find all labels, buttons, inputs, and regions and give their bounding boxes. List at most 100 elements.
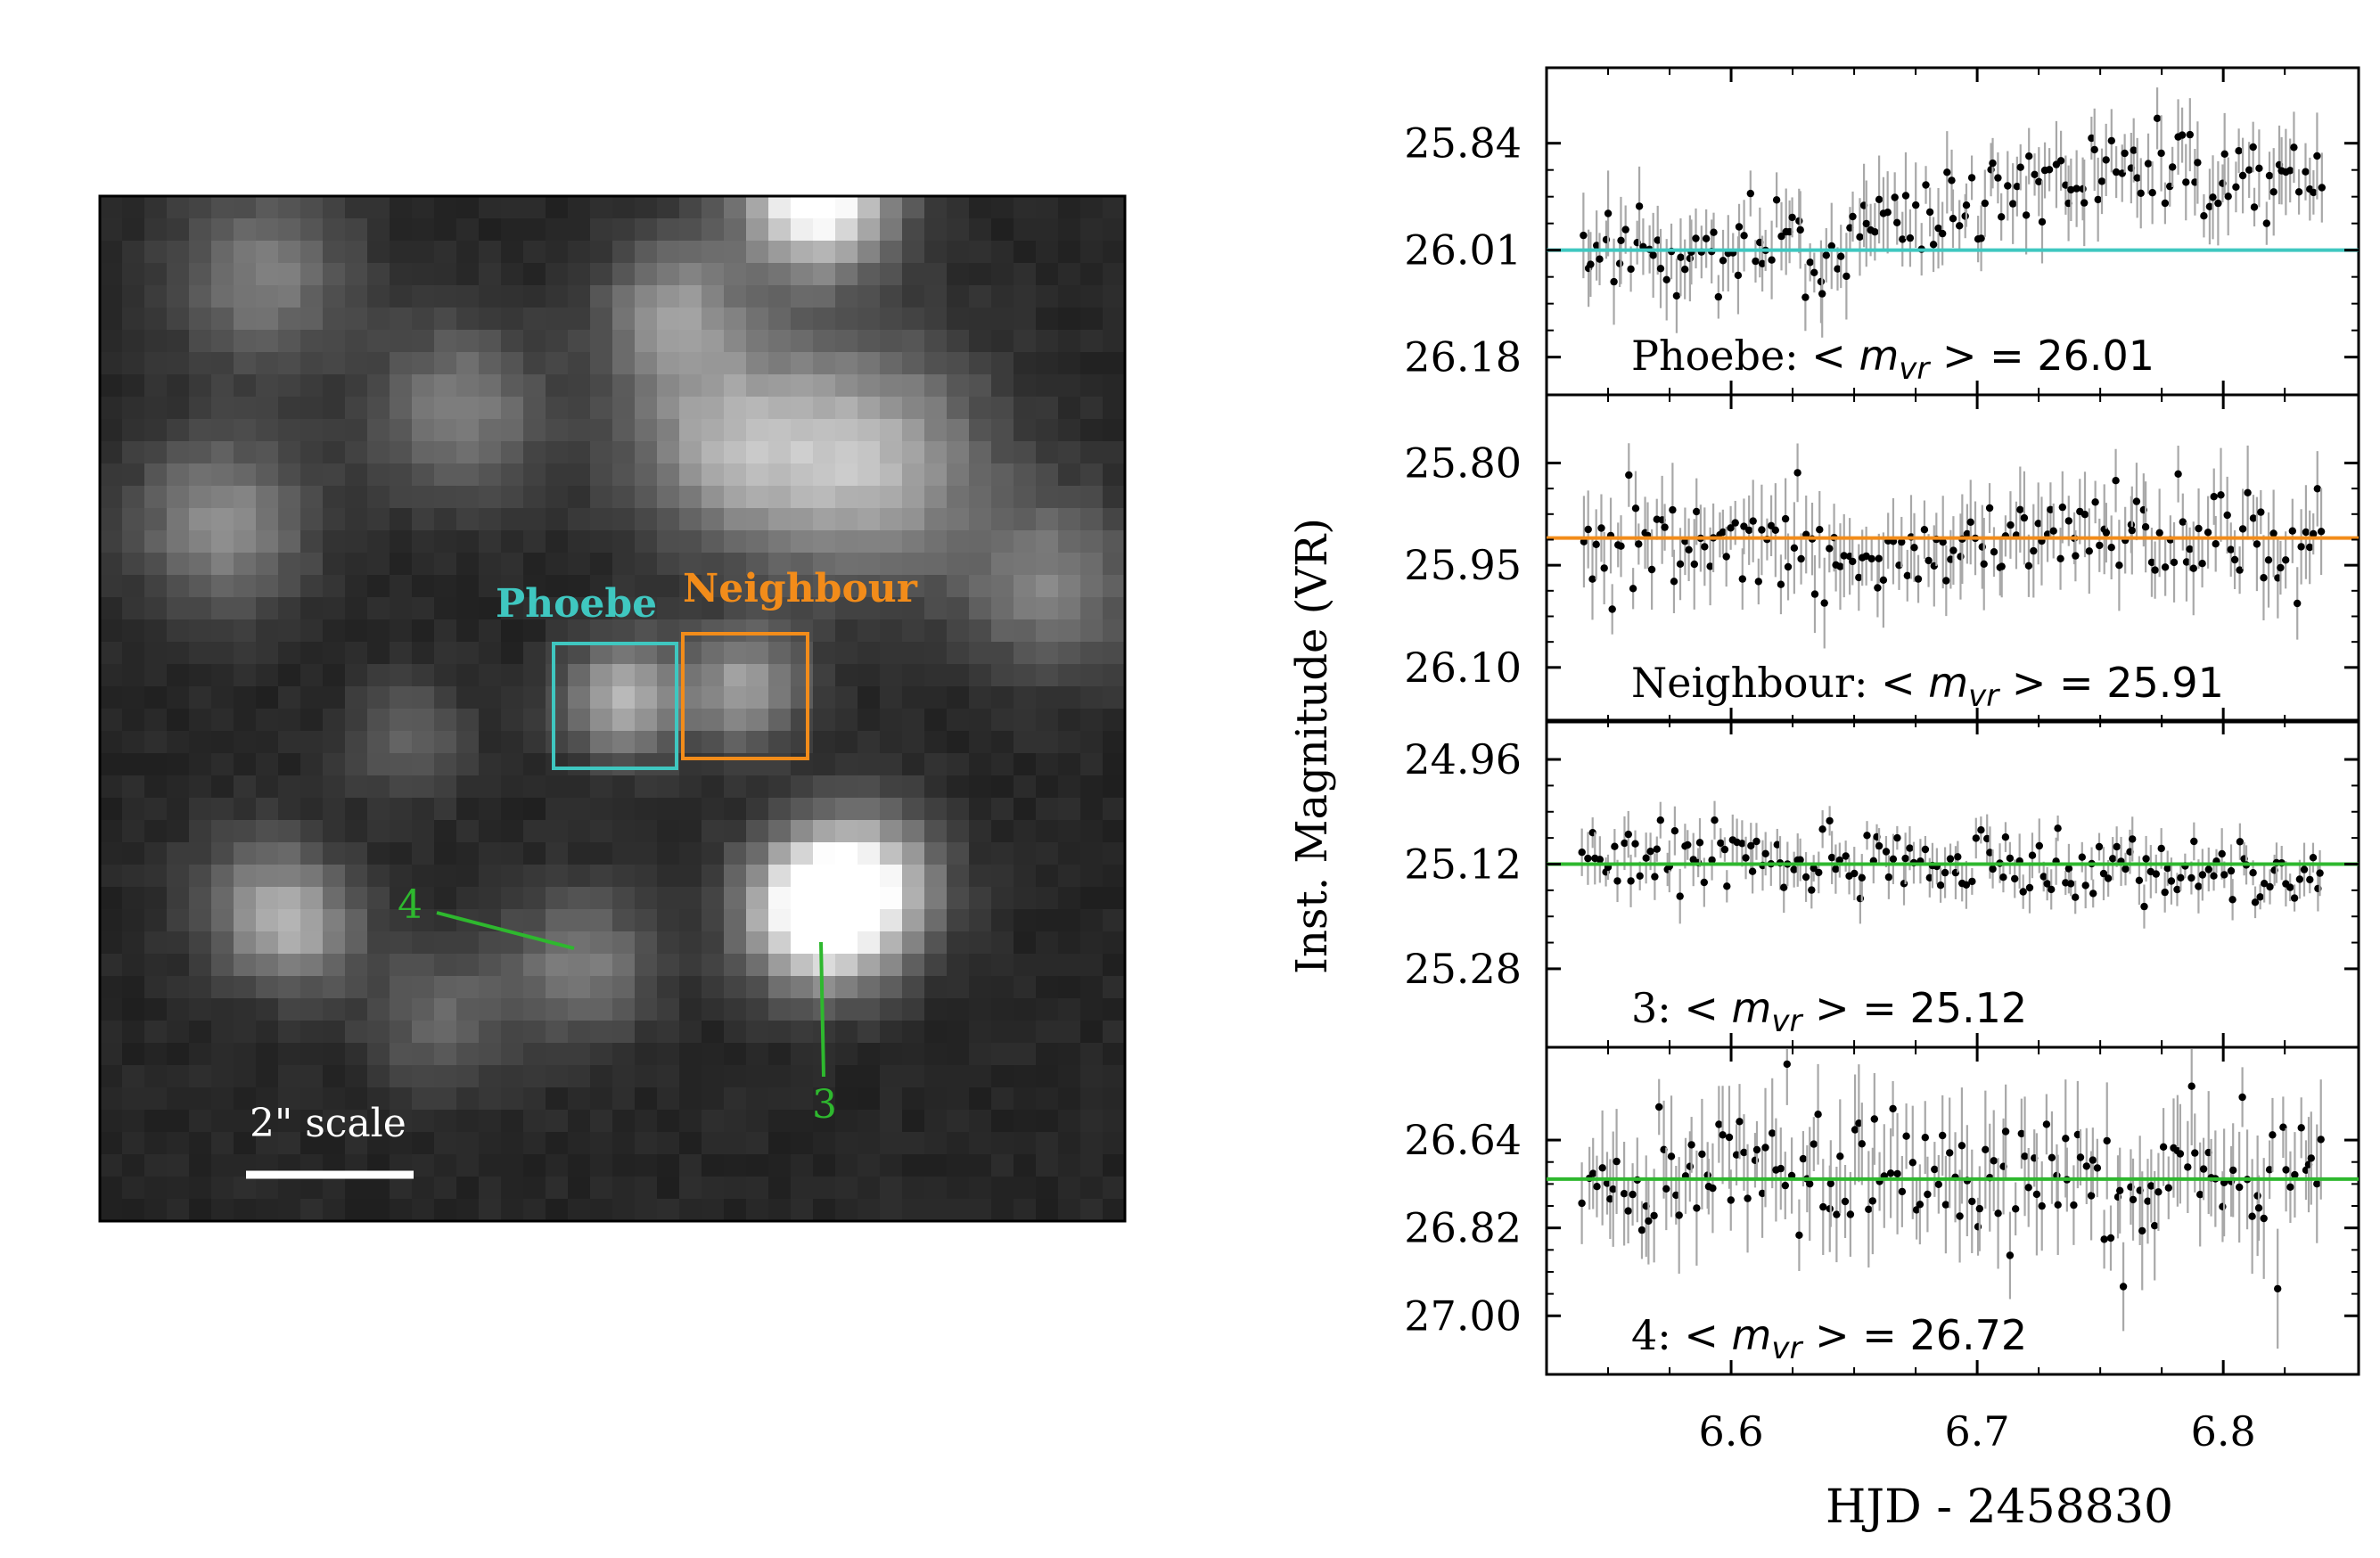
data-point bbox=[1677, 253, 1685, 261]
image-pixel bbox=[858, 1065, 881, 1088]
image-pixel bbox=[278, 998, 301, 1021]
data-point bbox=[2265, 171, 2274, 180]
image-pixel bbox=[323, 397, 346, 420]
data-point bbox=[2129, 835, 2137, 843]
image-pixel bbox=[635, 463, 658, 487]
image-pixel bbox=[546, 441, 569, 464]
image-pixel bbox=[991, 285, 1014, 308]
data-point bbox=[1758, 1189, 1767, 1198]
image-pixel bbox=[902, 397, 925, 420]
image-pixel bbox=[189, 820, 212, 843]
image-pixel bbox=[1014, 352, 1037, 375]
image-pixel bbox=[835, 842, 858, 865]
image-pixel bbox=[902, 463, 925, 487]
image-pixel bbox=[523, 842, 546, 865]
data-point bbox=[2248, 1212, 2256, 1220]
image-pixel bbox=[991, 1065, 1014, 1088]
image-pixel bbox=[412, 352, 435, 375]
data-point bbox=[1610, 277, 1618, 286]
data-point bbox=[1620, 1190, 1629, 1198]
image-pixel bbox=[189, 330, 212, 353]
image-pixel bbox=[991, 308, 1014, 331]
image-pixel bbox=[791, 1199, 814, 1222]
image-pixel bbox=[189, 352, 212, 375]
image-pixel bbox=[323, 909, 346, 932]
data-point bbox=[2147, 558, 2156, 567]
image-pixel bbox=[501, 330, 524, 353]
image-pixel bbox=[300, 887, 324, 910]
image-pixel bbox=[635, 709, 658, 732]
image-pixel bbox=[746, 196, 769, 219]
data-point bbox=[1700, 878, 1709, 887]
image-pixel bbox=[367, 263, 390, 286]
data-point bbox=[1948, 176, 1956, 184]
image-pixel bbox=[1058, 1043, 1081, 1066]
image-pixel bbox=[256, 330, 279, 353]
image-pixel bbox=[189, 1177, 212, 1200]
image-pixel bbox=[412, 976, 435, 999]
image-pixel bbox=[345, 998, 368, 1021]
annotation-subscript: vr bbox=[1771, 1004, 1803, 1039]
image-pixel bbox=[590, 575, 613, 598]
image-pixel bbox=[189, 441, 212, 464]
data-point bbox=[2062, 1135, 2070, 1143]
image-pixel bbox=[1080, 1154, 1104, 1177]
image-pixel bbox=[1058, 731, 1081, 754]
data-point bbox=[1814, 1111, 1822, 1119]
image-pixel bbox=[813, 486, 836, 509]
image-pixel bbox=[167, 553, 190, 576]
image-pixel bbox=[880, 976, 903, 999]
image-pixel bbox=[546, 352, 569, 375]
image-pixel bbox=[167, 374, 190, 398]
image-pixel bbox=[858, 308, 881, 331]
image-pixel bbox=[880, 887, 903, 910]
data-point bbox=[2249, 143, 2257, 152]
image-pixel bbox=[991, 218, 1014, 242]
data-point bbox=[2147, 1182, 2155, 1190]
image-pixel bbox=[924, 218, 948, 242]
data-point bbox=[1758, 526, 1766, 534]
image-pixel bbox=[323, 530, 346, 554]
image-pixel bbox=[746, 330, 769, 353]
data-point bbox=[1949, 215, 1957, 223]
image-pixel bbox=[546, 1087, 569, 1111]
data-point bbox=[2317, 1136, 2325, 1144]
image-pixel bbox=[612, 976, 636, 999]
image-pixel bbox=[590, 196, 613, 219]
image-pixel bbox=[100, 954, 123, 977]
image-pixel bbox=[278, 909, 301, 932]
image-pixel bbox=[345, 486, 368, 509]
image-pixel bbox=[412, 553, 435, 576]
image-pixel bbox=[501, 575, 524, 598]
image-pixel bbox=[1080, 218, 1104, 242]
data-point bbox=[1629, 1190, 1637, 1199]
image-pixel bbox=[969, 241, 992, 264]
image-pixel bbox=[211, 597, 234, 620]
image-pixel bbox=[791, 664, 814, 687]
image-pixel bbox=[122, 241, 145, 264]
image-pixel bbox=[122, 753, 145, 776]
image-pixel bbox=[479, 619, 502, 643]
image-pixel bbox=[813, 731, 836, 754]
image-pixel bbox=[546, 798, 569, 821]
image-pixel bbox=[969, 196, 992, 219]
data-point bbox=[1621, 839, 1629, 848]
image-pixel bbox=[791, 909, 814, 932]
data-point bbox=[1922, 181, 1930, 189]
image-pixel bbox=[813, 263, 836, 286]
image-pixel bbox=[1014, 463, 1037, 487]
image-pixel bbox=[345, 887, 368, 910]
data-point bbox=[2174, 470, 2182, 478]
image-pixel bbox=[924, 998, 948, 1021]
image-pixel bbox=[456, 530, 480, 554]
image-pixel bbox=[256, 352, 279, 375]
image-pixel bbox=[1103, 1087, 1126, 1111]
image-pixel bbox=[724, 686, 747, 709]
image-pixel bbox=[568, 553, 591, 576]
image-pixel bbox=[657, 1065, 680, 1088]
data-point bbox=[1810, 590, 1819, 598]
data-point bbox=[1837, 252, 1845, 260]
image-pixel bbox=[390, 530, 413, 554]
image-pixel bbox=[300, 798, 324, 821]
image-pixel bbox=[501, 530, 524, 554]
